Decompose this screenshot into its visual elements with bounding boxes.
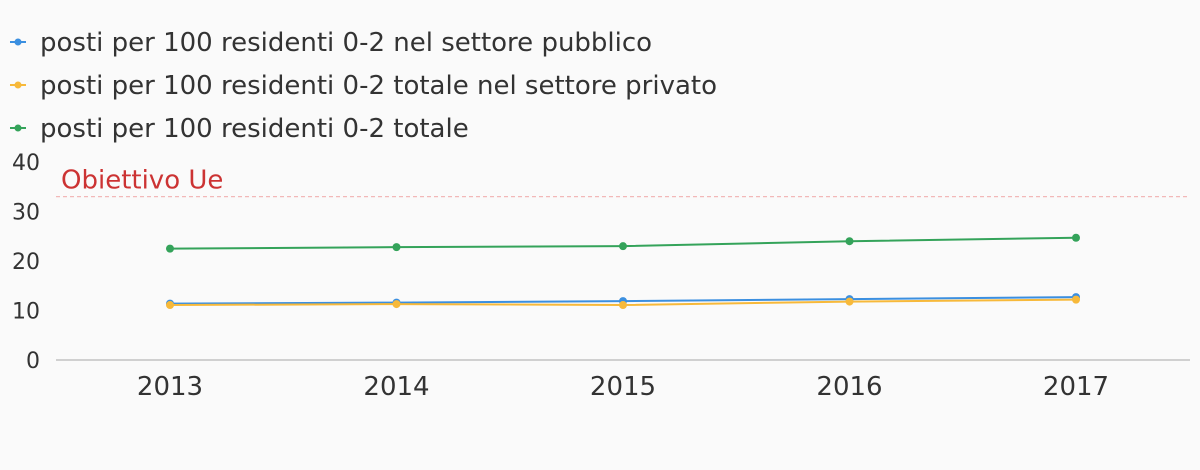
x-tick-label: 2015 bbox=[590, 372, 656, 402]
legend-label: posti per 100 residenti 0-2 nel settore … bbox=[40, 28, 652, 58]
chart-legend: posti per 100 residenti 0-2 nel settore … bbox=[10, 28, 717, 144]
y-tick-label: 10 bbox=[12, 300, 40, 325]
x-tick-label: 2016 bbox=[816, 372, 882, 402]
data-point bbox=[392, 243, 401, 252]
y-axis: 0 10 20 30 40 bbox=[12, 151, 1190, 374]
series bbox=[166, 295, 1080, 310]
y-tick-label: 40 bbox=[12, 151, 40, 176]
data-point bbox=[845, 237, 854, 246]
legend-item: posti per 100 residenti 0-2 totale nel s… bbox=[10, 71, 717, 101]
data-point bbox=[619, 242, 627, 251]
x-tick-label: 2017 bbox=[1043, 372, 1109, 402]
data-point bbox=[845, 297, 854, 306]
reference-line-group: Obiettivo Ue bbox=[56, 166, 1190, 198]
series bbox=[166, 233, 1080, 253]
legend-dot-marker bbox=[14, 124, 22, 132]
data-point bbox=[166, 244, 174, 253]
series-group bbox=[166, 233, 1080, 310]
x-tick-label: 2014 bbox=[363, 372, 429, 402]
x-tick-label: 2013 bbox=[137, 372, 203, 402]
x-axis: 2013 2014 2015 2016 2017 bbox=[137, 372, 1109, 402]
legend-label: posti per 100 residenti 0-2 totale nel s… bbox=[40, 71, 717, 101]
reference-line-label: Obiettivo Ue bbox=[61, 166, 223, 196]
data-point bbox=[1072, 233, 1080, 242]
legend-label: posti per 100 residenti 0-2 totale bbox=[40, 114, 469, 144]
legend-dot-marker bbox=[14, 81, 22, 89]
y-tick-label: 20 bbox=[12, 250, 40, 275]
y-tick-label: 30 bbox=[12, 201, 40, 226]
data-point bbox=[619, 301, 627, 310]
legend-dot-marker bbox=[14, 38, 22, 46]
legend-item: posti per 100 residenti 0-2 totale bbox=[10, 114, 469, 144]
data-point bbox=[1072, 295, 1080, 304]
data-point bbox=[166, 301, 174, 310]
y-tick-label: 0 bbox=[26, 349, 40, 374]
data-point bbox=[392, 300, 401, 309]
legend-item: posti per 100 residenti 0-2 nel settore … bbox=[10, 28, 652, 58]
